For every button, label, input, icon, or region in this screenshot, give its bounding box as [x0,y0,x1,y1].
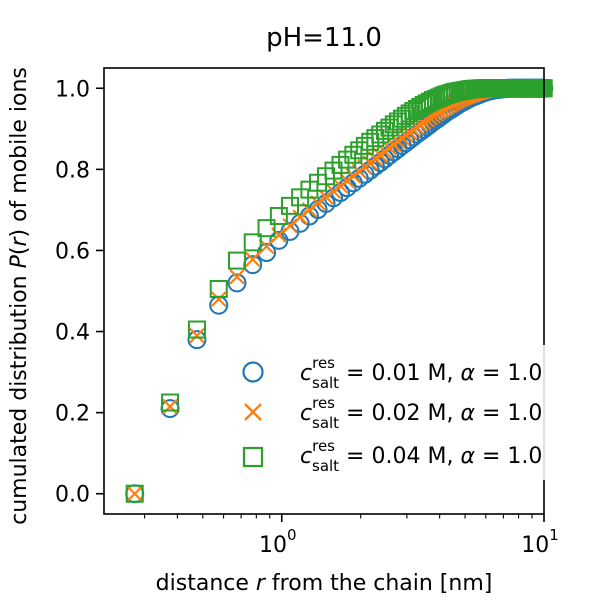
series-0-point-1 [160,399,180,419]
y-axis-label-mid: ( [7,247,32,256]
x-axis-label-pre: distance [156,571,256,596]
series-1-point-8 [282,217,298,234]
data-points [125,78,554,504]
y-tick-label-3: 0.6 [55,239,90,264]
legend-background [230,345,570,480]
y-axis-label: cumulated distribution P(r) of mobile io… [7,67,32,525]
y-axis-label-var2: r [7,236,32,247]
series-0-point-4 [227,273,247,293]
series-2-point-14 [331,155,350,174]
legend-1-rest: = 0.02 M, [339,401,460,426]
series-2-point-4 [227,251,246,270]
y-tick-label-2: 0.4 [55,321,90,346]
x-tick-label-1-exp: 1 [549,526,559,544]
series-1-point-0 [126,485,143,502]
series-1-point-9 [292,209,308,225]
series-1-point-2 [189,327,205,344]
legend: cres salt = 0.01 M, α = 1.0 cres salt = 0.… [230,345,570,480]
y-axis-label-post: ) of mobile ions [7,67,32,237]
series-1-point-13 [325,183,342,200]
legend-1-sup: res [312,394,335,412]
series-1-point-3 [210,291,227,307]
x-tick-label-0: 100 [259,526,297,558]
x-axis-label: distance r from the chain [nm] [156,571,493,596]
series-1-point-5 [244,251,261,268]
series-1-point-12 [318,189,334,205]
legend-2-sup: res [312,437,335,455]
chart-title: pH=11.0 [266,23,382,53]
series-2 [125,79,553,503]
legend-marker-1 [244,403,262,421]
series-0-point-2 [187,330,207,350]
legend-2-rest: = 0.04 M, [339,444,460,469]
series-2-point-5 [243,233,262,252]
series-0-point-6 [257,242,277,262]
series-2-point-15 [338,150,357,169]
legend-1-sub: salt [312,414,339,432]
x-tick-label-1: 101 [521,526,559,558]
legend-label-0: cres salt = 0.01 M, α = 1.0 [300,354,542,392]
legend-marker-0 [242,361,264,383]
x-tick-label-0-exp: 0 [287,526,297,544]
y-axis-label-var: P [7,254,32,268]
legend-label-2: cres salt = 0.04 M, α = 1.0 [300,437,542,475]
legend-1-alpha: α [460,401,475,426]
x-ticks: 100 101 [144,514,559,558]
legend-label-1: cres salt = 0.02 M, α = 1.0 [300,394,542,432]
legend-0-sub: salt [312,374,339,392]
series-1-point-4 [229,269,245,285]
series-2-point-1 [161,393,180,412]
y-axis-label-pre: cumulated distribution [7,268,32,525]
series-1-point-6 [258,238,275,255]
legend-1-alpha-rest: = 1.0 [475,401,542,426]
y-tick-label-1: 0.2 [55,402,90,427]
y-ticks: 0.0 0.2 0.4 0.6 0.8 1.0 [55,77,104,508]
series-2-point-7 [269,206,288,225]
legend-0-rest: = 0.01 M, [339,361,460,386]
series-2-point-0 [125,484,144,503]
legend-1-c: c [300,401,312,426]
y-tick-label-5: 1.0 [55,77,90,102]
legend-2-alpha: α [460,444,475,469]
legend-0-sup: res [312,354,335,372]
series-2-point-33 [417,94,436,113]
x-axis-label-var: r [256,571,267,596]
x-tick-label-0-base: 10 [259,533,287,558]
plot-frame [103,67,545,515]
legend-0-alpha-rest: = 1.0 [475,361,542,386]
x-tick-label-1-base: 10 [521,533,549,558]
legend-2-c: c [300,444,312,469]
series-2-point-3 [209,279,228,298]
y-tick-label-0: 0.0 [55,483,90,508]
legend-0-c: c [300,361,312,386]
legend-marker-2 [242,446,264,468]
legend-2-alpha-rest: = 1.0 [475,444,542,469]
legend-0-alpha: α [460,361,475,386]
series-2-point-2 [187,320,206,339]
series-2-point-21 [371,125,390,144]
y-tick-label-4: 0.8 [55,158,90,183]
series-2-point-6 [257,219,276,238]
legend-2-sub: salt [312,457,339,475]
x-axis-label-post: from the chain [nm] [265,571,492,596]
